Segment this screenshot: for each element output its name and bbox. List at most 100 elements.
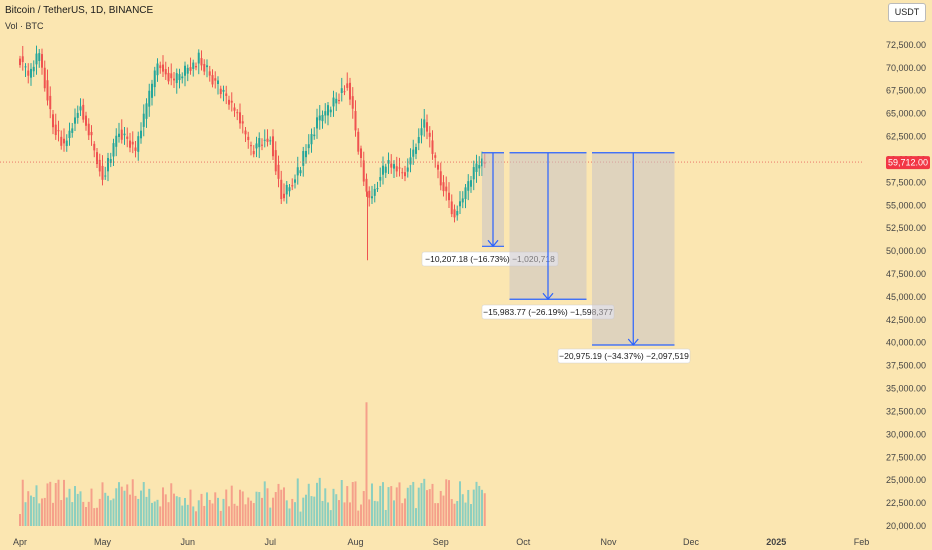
candle-body[interactable]: [285, 184, 288, 195]
candle-body[interactable]: [71, 128, 74, 133]
candle-body[interactable]: [90, 131, 93, 136]
candle-body[interactable]: [266, 138, 269, 142]
candle-body[interactable]: [252, 150, 255, 155]
candle-body[interactable]: [376, 188, 379, 190]
candle-body[interactable]: [27, 70, 30, 76]
candle-body[interactable]: [431, 140, 434, 154]
candle-body[interactable]: [274, 150, 277, 172]
candle-body[interactable]: [159, 65, 162, 69]
candle-body[interactable]: [123, 133, 126, 136]
candle-body[interactable]: [470, 180, 472, 187]
candle-body[interactable]: [247, 136, 250, 141]
candle-body[interactable]: [261, 144, 263, 146]
candle-body[interactable]: [439, 171, 442, 186]
candle-body[interactable]: [475, 163, 478, 172]
candle-body[interactable]: [184, 65, 186, 76]
candle-body[interactable]: [63, 138, 65, 144]
candle-body[interactable]: [195, 65, 197, 68]
candle-body[interactable]: [107, 157, 109, 172]
candle-body[interactable]: [467, 181, 470, 191]
candle-body[interactable]: [24, 66, 27, 68]
candle-body[interactable]: [118, 133, 120, 137]
candle-body[interactable]: [461, 198, 464, 203]
candle-body[interactable]: [415, 146, 417, 154]
candle-body[interactable]: [283, 193, 285, 199]
candle-body[interactable]: [299, 170, 302, 174]
candle-body[interactable]: [181, 76, 184, 79]
candle-body[interactable]: [373, 188, 376, 196]
candle-body[interactable]: [428, 132, 431, 137]
candle-body[interactable]: [60, 136, 63, 146]
candle-body[interactable]: [313, 134, 316, 137]
candle-body[interactable]: [450, 201, 453, 215]
candle-body[interactable]: [57, 130, 60, 132]
candle-body[interactable]: [101, 165, 104, 180]
candle-body[interactable]: [239, 112, 241, 124]
candle-body[interactable]: [49, 95, 52, 110]
candle-body[interactable]: [145, 103, 148, 119]
candle-body[interactable]: [263, 139, 266, 141]
candle-body[interactable]: [445, 186, 448, 192]
candle-body[interactable]: [379, 176, 382, 181]
candle-body[interactable]: [340, 88, 343, 94]
candle-body[interactable]: [456, 211, 459, 216]
candle-body[interactable]: [357, 131, 360, 152]
candle-body[interactable]: [338, 100, 340, 102]
candle-body[interactable]: [343, 91, 346, 93]
candle-body[interactable]: [277, 164, 280, 179]
candle-body[interactable]: [96, 152, 98, 165]
candle-body[interactable]: [423, 119, 426, 128]
candle-body[interactable]: [478, 165, 481, 169]
price-axis[interactable]: [862, 0, 932, 550]
candle-body[interactable]: [335, 98, 338, 104]
candle-body[interactable]: [327, 105, 329, 116]
candle-body[interactable]: [321, 114, 324, 122]
candle-body[interactable]: [401, 172, 404, 174]
candle-body[interactable]: [398, 167, 401, 169]
candle-body[interactable]: [236, 112, 239, 114]
candle-body[interactable]: [332, 97, 335, 107]
candle-body[interactable]: [233, 107, 236, 111]
candle-body[interactable]: [79, 106, 82, 111]
candle-body[interactable]: [395, 166, 398, 172]
candle-body[interactable]: [214, 78, 217, 81]
candle-body[interactable]: [115, 135, 118, 147]
candle-body[interactable]: [148, 90, 151, 107]
candle-body[interactable]: [346, 83, 349, 88]
candle-body[interactable]: [362, 160, 365, 182]
candle-body[interactable]: [417, 137, 420, 144]
candle-body[interactable]: [93, 143, 96, 151]
chart-title[interactable]: Bitcoin / TetherUS, 1D, BINANCE: [5, 5, 154, 16]
candle-body[interactable]: [349, 82, 351, 100]
candle-body[interactable]: [21, 56, 24, 63]
candle-body[interactable]: [225, 93, 228, 96]
candle-body[interactable]: [173, 78, 175, 81]
candle-body[interactable]: [87, 123, 90, 136]
candle-body[interactable]: [30, 68, 32, 78]
candle-body[interactable]: [442, 182, 445, 192]
candle-body[interactable]: [200, 58, 203, 66]
candle-body[interactable]: [272, 136, 274, 157]
candle-body[interactable]: [448, 192, 450, 201]
candle-body[interactable]: [156, 63, 159, 76]
candle-body[interactable]: [167, 72, 170, 82]
candle-body[interactable]: [112, 143, 115, 157]
candle-body[interactable]: [217, 80, 219, 84]
candle-body[interactable]: [41, 54, 43, 68]
candle-body[interactable]: [412, 149, 415, 157]
candle-body[interactable]: [82, 104, 85, 120]
candle-body[interactable]: [250, 145, 252, 147]
candle-body[interactable]: [288, 187, 291, 192]
candle-body[interactable]: [354, 111, 357, 131]
candle-body[interactable]: [464, 187, 467, 200]
candle-body[interactable]: [208, 71, 211, 76]
candle-body[interactable]: [305, 150, 307, 158]
candle-body[interactable]: [406, 167, 409, 172]
candle-body[interactable]: [222, 89, 225, 92]
candle-body[interactable]: [137, 136, 140, 152]
candle-body[interactable]: [175, 73, 178, 84]
candle-body[interactable]: [318, 115, 321, 121]
candle-body[interactable]: [206, 65, 208, 68]
candle-body[interactable]: [131, 141, 134, 145]
